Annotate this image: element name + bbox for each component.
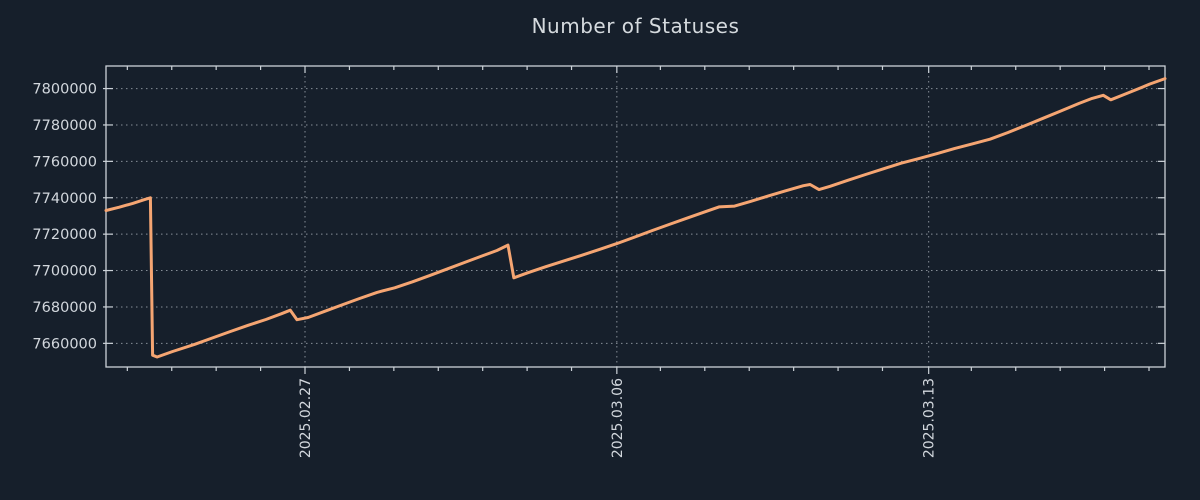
y-tick-label: 7740000: [32, 191, 97, 207]
plot-border: [105, 65, 1166, 368]
x-tick-label: 2025.02.27: [298, 378, 314, 458]
y-tick-label: 7700000: [32, 264, 97, 280]
y-tick-label: 7680000: [32, 300, 97, 316]
y-tick-label: 7760000: [32, 154, 97, 170]
chart-title: Number of Statuses: [531, 14, 740, 38]
x-tick-label: 2025.03.13: [922, 378, 938, 458]
x-tick-label: 2025.03.06: [610, 378, 626, 458]
y-tick-label: 7800000: [32, 82, 97, 98]
y-tick-label: 7720000: [32, 227, 97, 243]
data-line-number-of-statuses: [104, 77, 1167, 359]
y-tick-label: 7660000: [32, 336, 97, 352]
y-tick-label: 7780000: [32, 118, 97, 134]
